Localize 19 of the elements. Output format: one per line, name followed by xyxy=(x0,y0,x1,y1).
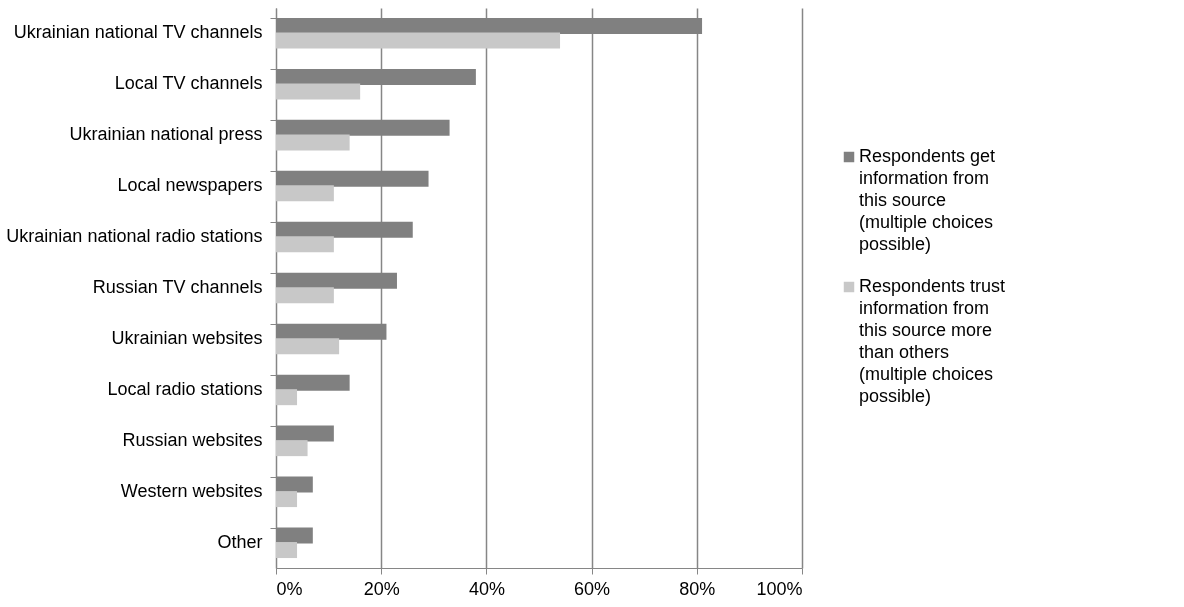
x-tick-label: 80% xyxy=(679,578,716,599)
y-tick-label: Local radio stations xyxy=(107,378,263,399)
legend-label: Respondents get information from this source (multiple choices possible) xyxy=(859,146,996,254)
y-tick-label: Russian websites xyxy=(122,429,263,450)
y-tick-label: Russian TV channels xyxy=(92,277,263,297)
x-tick-label: 20% xyxy=(363,578,400,599)
x-tick-label: 40% xyxy=(468,578,505,599)
x-tick-label: 100% xyxy=(756,578,803,599)
y-tick-label: Local TV channels xyxy=(114,73,263,94)
y-tick-label: Western websites xyxy=(120,480,263,501)
y-tick-label: Other xyxy=(217,531,263,552)
y-tick-label: Ukrainian national TV channels xyxy=(13,22,263,43)
y-tick-label: Ukrainian websites xyxy=(111,327,263,348)
y-tick-label: Ukrainian national press xyxy=(69,124,263,145)
y-tick-label: Local newspapers xyxy=(117,175,263,196)
x-tick-label: 60% xyxy=(574,578,611,599)
y-tick-label: Ukrainian national radio stations xyxy=(6,226,263,247)
x-tick-label: 0% xyxy=(276,578,303,599)
legend-label: Respondents trust information from this source more than others (multiple choices possible) xyxy=(859,276,1006,406)
